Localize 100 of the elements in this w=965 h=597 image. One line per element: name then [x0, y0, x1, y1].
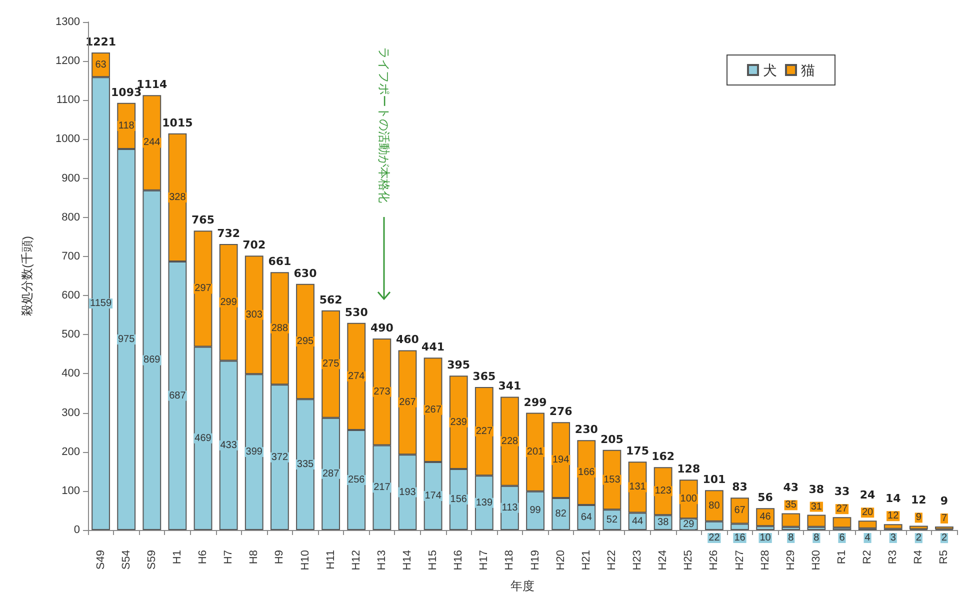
- total-label: 56: [758, 491, 774, 504]
- data-label: 46: [760, 512, 772, 523]
- x-axis-title: 年度: [510, 579, 534, 593]
- data-label: 52: [606, 514, 618, 526]
- data-label: 193: [399, 486, 416, 498]
- total-label: 276: [549, 405, 573, 418]
- y-axis-title: 殺処分数(千頭): [20, 236, 34, 316]
- x-tick-label: S59: [146, 550, 158, 570]
- total-label: 162: [652, 450, 675, 464]
- data-label: 44: [632, 516, 644, 527]
- data-label: 869: [144, 354, 161, 366]
- total-label: 661: [268, 255, 292, 268]
- x-tick-label: H25: [682, 550, 695, 570]
- data-label: 31: [810, 501, 822, 512]
- total-label: 83: [732, 480, 748, 494]
- data-label: 372: [271, 452, 288, 463]
- total-label: 1015: [162, 116, 193, 130]
- data-label: 687: [169, 390, 186, 402]
- x-tick-label: H12: [350, 550, 362, 570]
- x-tick-label: S54: [120, 550, 132, 570]
- data-label: 64: [580, 512, 592, 523]
- x-tick-label: H6: [197, 550, 210, 564]
- data-label: 123: [654, 486, 672, 497]
- x-tick-label: H21: [580, 550, 592, 570]
- data-label: 273: [374, 386, 391, 398]
- x-tick-label: H27: [734, 550, 746, 570]
- data-label: 12: [888, 510, 900, 522]
- data-label: 20: [862, 507, 874, 518]
- x-tick-label: H9: [274, 550, 286, 564]
- data-label: 27: [836, 504, 848, 515]
- data-label: 2: [941, 532, 948, 544]
- bar: [858, 520, 877, 528]
- data-label: 80: [708, 500, 720, 512]
- total-label: 341: [498, 380, 522, 393]
- data-label: 244: [144, 137, 161, 148]
- x-tick-label: H23: [632, 550, 644, 570]
- x-tick-label: H15: [427, 550, 440, 570]
- x-tick-label: R3: [887, 550, 900, 564]
- x-tick-label: H7: [222, 550, 235, 564]
- data-label: 16: [734, 532, 746, 544]
- data-label: 328: [169, 192, 186, 203]
- x-tick-label: H14: [401, 550, 414, 570]
- data-label: 239: [450, 416, 468, 428]
- data-label: 256: [348, 474, 366, 486]
- data-label: 82: [555, 508, 567, 520]
- x-tick-label: H16: [452, 550, 465, 570]
- y-tick-label: 100: [62, 484, 80, 497]
- y-tick-label: 300: [62, 406, 80, 419]
- total-label: 101: [702, 473, 726, 486]
- bar: [807, 514, 826, 527]
- total-label: 765: [192, 214, 214, 227]
- data-label: 274: [348, 370, 366, 382]
- data-label: 194: [552, 454, 570, 466]
- total-label: 230: [574, 423, 598, 436]
- data-label: 217: [374, 482, 391, 494]
- data-label: 299: [220, 296, 238, 308]
- data-label: 2: [916, 532, 922, 544]
- total-label: 530: [344, 306, 368, 319]
- y-tick-label: 0: [74, 524, 80, 536]
- data-label: 8: [814, 532, 820, 544]
- y-tick-label: 500: [62, 328, 80, 341]
- y-tick-label: 400: [62, 368, 80, 380]
- data-label: 38: [658, 517, 670, 528]
- total-label: 38: [808, 482, 824, 496]
- x-tick-label: H30: [810, 550, 822, 570]
- total-label: 12: [911, 494, 926, 507]
- data-label: 1159: [90, 298, 112, 310]
- y-tick-label: 200: [62, 446, 80, 458]
- total-label: 460: [396, 333, 420, 346]
- x-tick-label: H10: [299, 550, 312, 570]
- data-label: 267: [424, 404, 442, 416]
- total-label: 175: [626, 444, 649, 458]
- data-label: 99: [530, 505, 542, 516]
- x-tick-label: H24: [657, 550, 670, 570]
- legend-label: 犬: [763, 62, 777, 78]
- annotation: ライフポートの活動が本格化: [377, 47, 391, 203]
- total-label: 24: [860, 488, 876, 502]
- data-label: 8: [788, 532, 794, 544]
- x-tick-label: H1: [171, 550, 184, 564]
- y-tick-label: 1300: [56, 16, 80, 28]
- data-label: 275: [322, 358, 340, 370]
- x-tick-label: R5: [938, 550, 950, 564]
- data-label: 975: [118, 334, 136, 345]
- total-label: 9: [940, 494, 948, 508]
- legend-label: 猫: [801, 62, 815, 78]
- x-tick-label: H29: [784, 550, 797, 570]
- data-label: 156: [450, 494, 468, 506]
- total-label: 205: [600, 432, 624, 446]
- x-tick-label: H20: [554, 550, 567, 570]
- total-label: 128: [677, 462, 700, 476]
- data-label: 166: [578, 467, 596, 478]
- y-tick-label: 900: [62, 172, 80, 184]
- data-label: 295: [296, 336, 314, 347]
- data-label: 6: [839, 532, 846, 544]
- data-label: 288: [271, 322, 288, 334]
- x-tick-label: R2: [862, 550, 874, 564]
- total-label: 14: [885, 492, 902, 506]
- total-label: 490: [370, 322, 394, 335]
- total-label: 43: [783, 481, 799, 494]
- data-label: 118: [118, 120, 135, 132]
